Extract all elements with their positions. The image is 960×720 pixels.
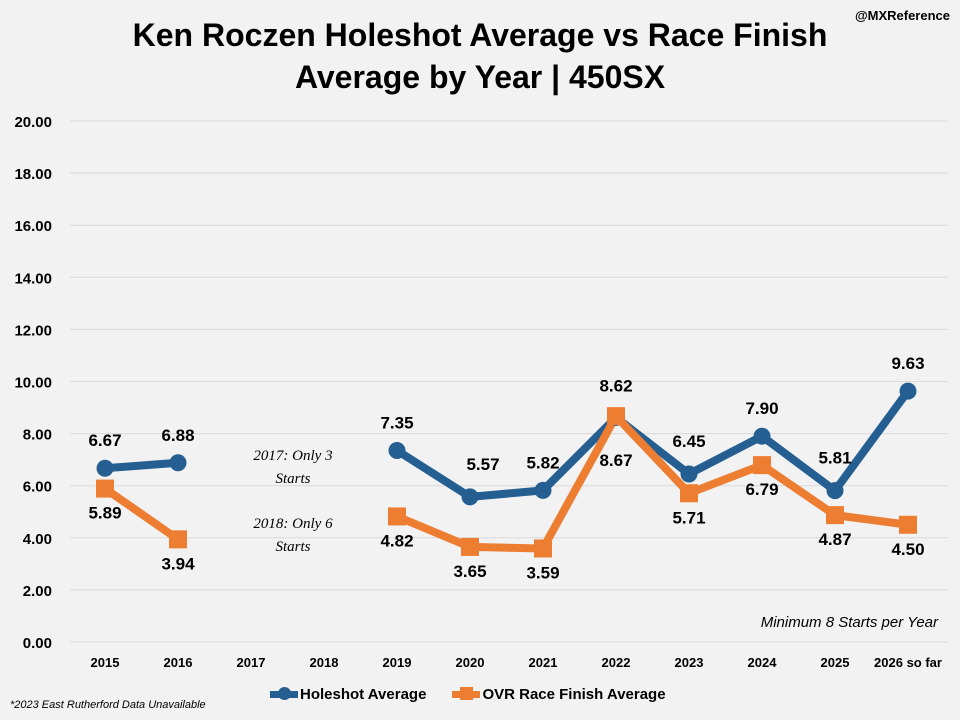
race-finish-marker xyxy=(680,484,698,503)
note-2018: 2018: Only 6 xyxy=(253,516,333,532)
holeshot-marker xyxy=(388,442,406,460)
holeshot-marker xyxy=(826,482,844,500)
holeshot-marker xyxy=(753,427,771,445)
data-label: 8.67 xyxy=(599,451,632,470)
data-label: 7.35 xyxy=(380,414,413,433)
legend-item-race-finish: OVR Race Finish Average xyxy=(452,686,666,703)
data-label: 5.71 xyxy=(672,508,705,527)
x-tick-label: 2025 xyxy=(821,655,850,670)
series-line-race-finish xyxy=(102,485,181,543)
data-label: 3.59 xyxy=(526,563,559,582)
series-line-holeshot xyxy=(104,458,179,473)
x-tick-label: 2023 xyxy=(675,655,704,670)
note-2018: Starts xyxy=(275,539,310,555)
holeshot-marker xyxy=(96,459,114,477)
series-line-holeshot xyxy=(394,388,912,501)
title-line-2: Average by Year | 450SX xyxy=(294,59,666,95)
y-tick-label: 10.00 xyxy=(14,375,52,392)
x-tick-label: 2018 xyxy=(310,655,339,670)
data-label: 6.67 xyxy=(88,431,121,450)
x-tick-label: 2020 xyxy=(456,655,485,670)
legend: Holeshot Average OVR Race Finish Average xyxy=(270,686,666,703)
y-tick-label: 14.00 xyxy=(14,270,52,287)
x-tick-label: 2015 xyxy=(91,655,120,670)
race-finish-marker xyxy=(169,530,187,549)
data-label: 6.45 xyxy=(672,432,705,451)
x-tick-label: 2016 xyxy=(164,655,193,670)
data-label: 4.82 xyxy=(380,531,413,550)
holeshot-marker xyxy=(680,465,698,483)
holeshot-marker xyxy=(461,488,479,506)
data-label: 7.90 xyxy=(745,399,778,418)
y-tick-label: 4.00 xyxy=(23,531,52,548)
series-line-race-finish xyxy=(395,412,909,553)
minimum-starts-note: Minimum 8 Starts per Year xyxy=(761,614,939,631)
data-label: 6.88 xyxy=(161,426,194,445)
data-label: 5.82 xyxy=(526,453,559,472)
data-label: 6.79 xyxy=(745,480,778,499)
data-label: 9.63 xyxy=(891,354,924,373)
x-tick-label: 2024 xyxy=(748,655,778,670)
y-tick-label: 12.00 xyxy=(14,322,52,339)
data-label: 3.94 xyxy=(161,554,195,573)
legend-label: OVR Race Finish Average xyxy=(482,686,666,703)
race-finish-marker xyxy=(826,506,844,525)
legend-circle-marker-icon xyxy=(270,687,298,700)
race-finish-marker xyxy=(388,507,406,526)
race-finish-marker xyxy=(534,539,552,558)
data-label: 4.87 xyxy=(818,530,851,549)
x-tick-label: 2017 xyxy=(237,655,266,670)
y-tick-label: 16.00 xyxy=(14,218,52,235)
data-label: 5.81 xyxy=(818,449,851,468)
holeshot-marker xyxy=(899,382,917,400)
legend-item-holeshot: Holeshot Average xyxy=(270,686,426,703)
credit: @MXReference xyxy=(854,8,950,23)
race-finish-marker xyxy=(607,407,625,426)
y-tick-label: 2.00 xyxy=(23,583,52,600)
note-2017: Starts xyxy=(275,471,310,487)
holeshot-marker xyxy=(169,454,187,472)
y-tick-label: 8.00 xyxy=(23,427,52,444)
race-finish-marker xyxy=(96,479,114,498)
holeshot-marker xyxy=(534,481,552,499)
legend-square-marker-icon xyxy=(452,687,481,700)
chart-title: Ken Roczen Holeshot Average vs Race Fini… xyxy=(0,14,960,98)
race-finish-marker xyxy=(461,537,479,556)
race-finish-marker xyxy=(899,515,917,534)
data-label: 8.62 xyxy=(599,376,632,395)
y-tick-label: 0.00 xyxy=(23,635,52,652)
note-2017: 2017: Only 3 xyxy=(253,448,332,464)
legend-label: Holeshot Average xyxy=(300,686,427,703)
y-tick-label: 6.00 xyxy=(23,479,52,496)
data-label: 4.50 xyxy=(891,540,924,559)
data-label: 3.65 xyxy=(453,562,486,581)
y-tick-label: 18.00 xyxy=(14,166,52,183)
y-tick-label: 20.00 xyxy=(14,114,52,131)
x-tick-label: 2026 so far xyxy=(874,655,942,670)
x-tick-label: 2022 xyxy=(602,655,631,670)
title-line-1: Ken Roczen Holeshot Average vs Race Fini… xyxy=(132,17,828,53)
race-finish-marker xyxy=(753,456,771,475)
data-label: 5.57 xyxy=(466,455,499,474)
data-label: 5.89 xyxy=(88,504,121,523)
x-tick-label: 2019 xyxy=(383,655,412,670)
x-tick-label: 2021 xyxy=(529,655,558,670)
footnote: *2023 East Rutherford Data Unavailable xyxy=(10,699,206,711)
